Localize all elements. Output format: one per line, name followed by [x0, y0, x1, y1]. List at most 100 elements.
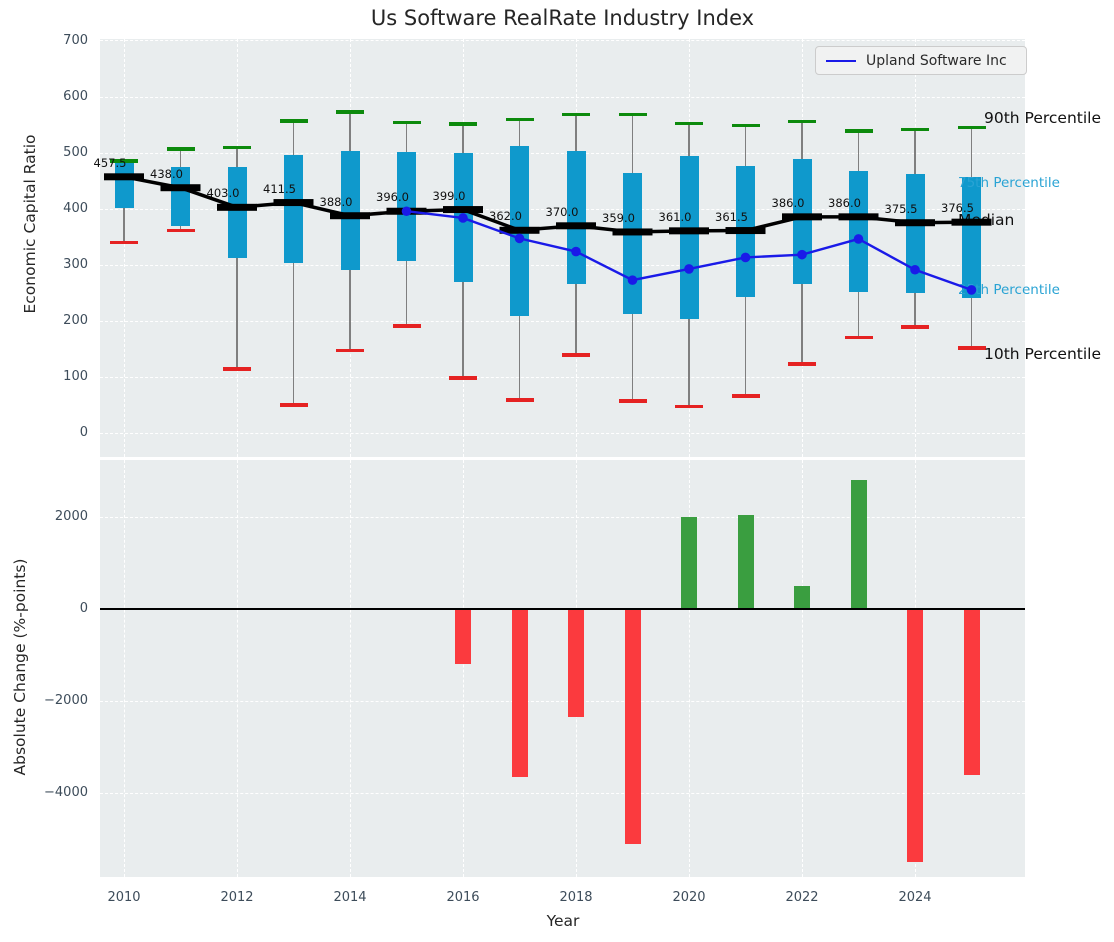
bottom-gridline-2000 — [100, 517, 1025, 518]
top-ytick-0: 0 — [36, 425, 88, 440]
median-label-2018: 370.0 — [538, 205, 586, 219]
p90-cap-2023 — [845, 129, 873, 132]
p10-cap-2015 — [393, 324, 421, 327]
bottom-ytick--2000: −2000 — [36, 693, 88, 708]
box-2014 — [341, 151, 360, 270]
p90-cap-2015 — [393, 121, 421, 124]
p10-cap-2019 — [619, 399, 647, 402]
top-ytick-700: 700 — [36, 33, 88, 48]
p90-cap-2013 — [280, 119, 308, 122]
p90-cap-2012 — [223, 146, 251, 149]
median-label-2014: 388.0 — [312, 195, 360, 209]
p10-cap-2024 — [901, 325, 929, 328]
p10-cap-2016 — [449, 376, 477, 379]
xtick-2014: 2014 — [320, 890, 380, 905]
p10-cap-2014 — [336, 349, 364, 352]
top-gridline-300 — [100, 265, 1025, 266]
top-gridline-0 — [100, 433, 1025, 434]
top-gridline-200 — [100, 321, 1025, 322]
median-label-2019: 359.0 — [595, 211, 643, 225]
xtick-2020: 2020 — [659, 890, 719, 905]
p10-cap-2018 — [562, 353, 590, 356]
bar-2025 — [964, 609, 980, 775]
bottom-vgridline-2016 — [463, 460, 464, 877]
box-2021 — [736, 166, 755, 298]
bar-2023 — [851, 480, 867, 609]
xtick-2012: 2012 — [207, 890, 267, 905]
bottom-gridline--2000 — [100, 701, 1025, 702]
xaxis-title: Year — [518, 912, 608, 930]
p10-cap-2025 — [958, 346, 986, 349]
xtick-2018: 2018 — [546, 890, 606, 905]
median-label-2015: 396.0 — [369, 190, 417, 204]
chart-title: Us Software RealRate Industry Index — [100, 6, 1025, 30]
top-ytick-200: 200 — [36, 313, 88, 328]
p90-cap-2022 — [788, 120, 816, 123]
bar-2018 — [568, 609, 584, 717]
median-label-2012: 403.0 — [199, 186, 247, 200]
p10-cap-2023 — [845, 336, 873, 339]
bottom-vgridline-2010 — [124, 460, 125, 877]
bottom-yaxis-title: Absolute Change (%-points) — [11, 535, 29, 799]
top-vgridline-2010 — [124, 39, 125, 457]
top-ytick-400: 400 — [36, 201, 88, 216]
p10-cap-2022 — [788, 362, 816, 365]
annotation-25th-percentile: 25th Percentile — [958, 282, 1060, 298]
p90-cap-2020 — [675, 122, 703, 125]
bottom-vgridline-2022 — [802, 460, 803, 877]
legend-label: Upland Software Inc — [866, 53, 1007, 69]
box-2024 — [906, 174, 925, 293]
p10-cap-2010 — [110, 241, 138, 244]
box-2025 — [962, 177, 981, 299]
figure: Us Software RealRate Industry Index Upla… — [0, 0, 1114, 942]
top-panel: Upland Software Inc 457.5438.0403.0411.5… — [100, 39, 1025, 457]
legend: Upland Software Inc — [815, 46, 1027, 75]
bar-2020 — [681, 517, 697, 609]
top-ytick-500: 500 — [36, 145, 88, 160]
p90-cap-2018 — [562, 113, 590, 116]
annotation-10th-percentile: 10th Percentile — [984, 345, 1101, 363]
zero-line — [100, 608, 1025, 610]
median-label-2024: 375.5 — [877, 202, 925, 216]
bottom-ytick-0: 0 — [36, 601, 88, 616]
annotation-median: Median — [958, 211, 1014, 229]
legend-line-swatch — [826, 60, 856, 62]
top-ytick-600: 600 — [36, 89, 88, 104]
p90-cap-2011 — [167, 147, 195, 150]
bar-2024 — [907, 609, 923, 862]
annotation-90th-percentile: 90th Percentile — [984, 109, 1101, 127]
xtick-2024: 2024 — [885, 890, 945, 905]
box-2013 — [284, 155, 303, 263]
box-2023 — [849, 171, 868, 291]
p10-cap-2011 — [167, 229, 195, 232]
bar-2022 — [794, 586, 810, 609]
top-ytick-100: 100 — [36, 369, 88, 384]
median-label-2020: 361.0 — [651, 210, 699, 224]
xtick-2022: 2022 — [772, 890, 832, 905]
bar-2017 — [512, 609, 528, 777]
median-label-2016: 399.0 — [425, 189, 473, 203]
bottom-ytick-2000: 2000 — [36, 509, 88, 524]
p10-cap-2012 — [223, 367, 251, 370]
p10-cap-2020 — [675, 405, 703, 408]
box-2012 — [228, 167, 247, 258]
box-2022 — [793, 159, 812, 284]
median-label-2023: 386.0 — [821, 196, 869, 210]
bar-2021 — [738, 515, 754, 609]
top-gridline-700 — [100, 40, 1025, 41]
annotation-75th-percentile: 75th Percentile — [958, 175, 1060, 191]
median-label-2017: 362.0 — [482, 209, 530, 223]
box-2010 — [115, 163, 134, 208]
p10-cap-2017 — [506, 398, 534, 401]
bar-2019 — [625, 609, 641, 844]
bottom-panel — [100, 460, 1025, 877]
top-ytick-300: 300 — [36, 257, 88, 272]
box-2020 — [680, 156, 699, 320]
p10-cap-2021 — [732, 394, 760, 397]
median-label-2010: 457.5 — [86, 156, 134, 170]
p90-cap-2025 — [958, 126, 986, 129]
p90-cap-2017 — [506, 118, 534, 121]
median-label-2022: 386.0 — [764, 196, 812, 210]
xtick-2010: 2010 — [94, 890, 154, 905]
box-2015 — [397, 152, 416, 261]
